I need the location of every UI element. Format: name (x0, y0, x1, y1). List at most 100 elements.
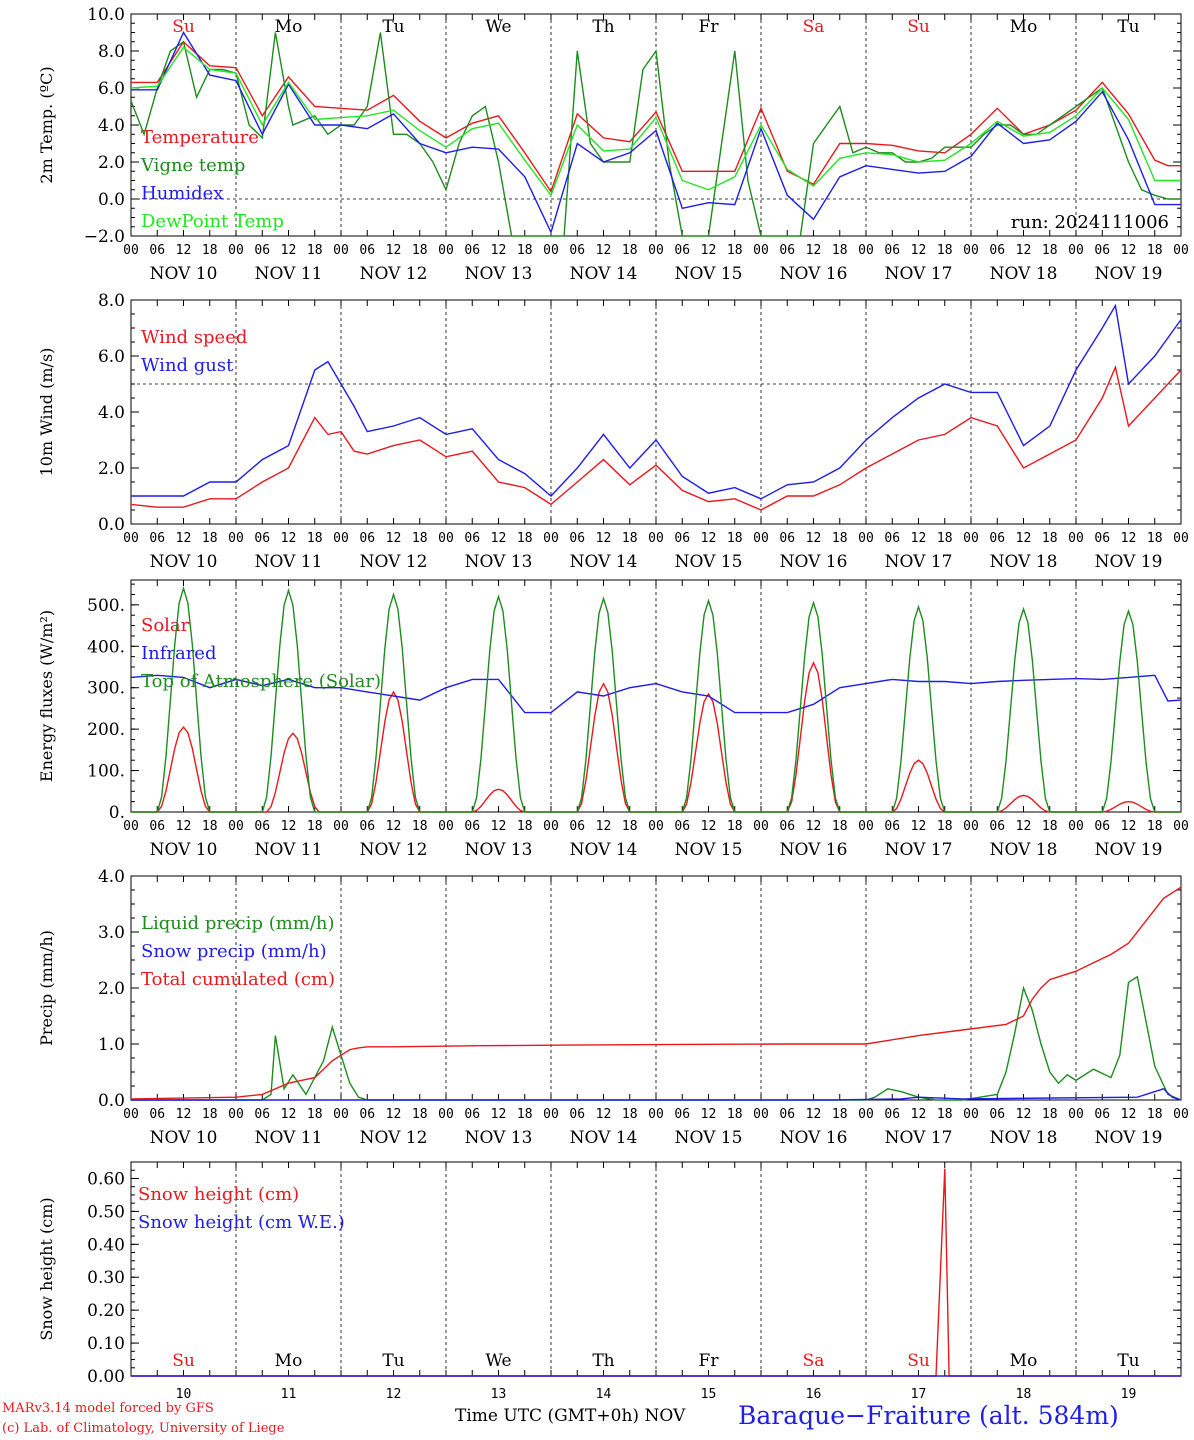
weekday-label-bottom: Tu (1117, 1351, 1139, 1371)
hour-tick-label: 00 (228, 243, 244, 258)
hour-tick-label: 06 (569, 243, 585, 258)
date-label: NOV 19 (1095, 1128, 1163, 1148)
y-tick-label: 300. (87, 679, 125, 699)
hour-tick-label: 00 (1068, 1107, 1084, 1122)
hour-tick-label: 06 (359, 1107, 375, 1122)
hour-tick-label: 18 (517, 531, 533, 546)
date-label: NOV 19 (1095, 264, 1163, 284)
y-tick-label: 0. (109, 803, 125, 823)
hour-tick-label: 00 (228, 531, 244, 546)
hour-tick-label: 00 (543, 243, 559, 258)
hour-tick-label: 12 (911, 1107, 927, 1122)
hour-tick-label: 06 (569, 819, 585, 834)
hour-tick-label: 00 (1068, 531, 1084, 546)
hour-tick-label: 12 (176, 819, 192, 834)
hour-tick-label: 18 (412, 819, 428, 834)
hour-tick-label: 00 (1173, 531, 1189, 546)
legend-entry: Vigne temp (140, 155, 245, 176)
y-axis-label: Energy fluxes (W/m²) (37, 610, 56, 782)
plot-frame-2 (130, 299, 1182, 525)
hour-tick-label: 00 (648, 819, 664, 834)
weekday-label-top: Su (907, 17, 930, 37)
y-tick-label: 0.30 (87, 1268, 125, 1288)
hour-tick-label: 12 (701, 1107, 717, 1122)
weekday-label-bottom: Su (907, 1351, 930, 1371)
hour-tick-label: 18 (1147, 243, 1163, 258)
hour-tick-label: 12 (281, 243, 297, 258)
y-tick-label: 2.0 (98, 979, 125, 999)
hour-tick-label: 06 (254, 243, 270, 258)
series-line-liquid-precip-mm-h (131, 975, 1181, 1101)
hour-tick-label: 06 (779, 531, 795, 546)
y-tick-label: 6.0 (98, 347, 125, 367)
weekday-label-top: Su (172, 17, 195, 37)
y-tick-label: 8.0 (98, 291, 125, 311)
day-number-label: 11 (281, 1387, 297, 1402)
date-label: NOV 14 (570, 552, 638, 572)
weekday-label-bottom: Mo (275, 1351, 303, 1371)
date-label: NOV 16 (780, 552, 848, 572)
day-number-label: 16 (806, 1387, 822, 1402)
hour-tick-label: 06 (884, 819, 900, 834)
hour-tick-label: 06 (569, 531, 585, 546)
hour-tick-label: 06 (674, 1107, 690, 1122)
hour-tick-label: 18 (202, 819, 218, 834)
hour-tick-label: 00 (438, 531, 454, 546)
model-credit: MARv3.14 model forced by GFS (c) Lab. of… (2, 1399, 284, 1439)
hour-tick-label: 18 (727, 1107, 743, 1122)
hour-tick-label: 00 (1068, 819, 1084, 834)
y-tick-label: 0.0 (98, 1091, 125, 1111)
weekday-label-top: Sa (803, 17, 825, 37)
hour-tick-label: 06 (884, 243, 900, 258)
y-tick-label: 0.0 (98, 515, 125, 535)
hour-tick-label: 06 (989, 531, 1005, 546)
weekday-label-top: Fr (699, 17, 720, 37)
hour-tick-label: 18 (1147, 819, 1163, 834)
hour-tick-label: 18 (517, 819, 533, 834)
hour-tick-label: 00 (963, 243, 979, 258)
hour-tick-label: 06 (884, 1107, 900, 1122)
hour-tick-label: 12 (386, 819, 402, 834)
legend-entry: Wind speed (141, 327, 247, 348)
y-tick-label: 0.00 (87, 1367, 125, 1387)
hour-tick-label: 00 (1068, 243, 1084, 258)
hour-tick-label: 00 (753, 243, 769, 258)
series-line-infrared (131, 674, 1181, 714)
y-tick-label: 0.0 (98, 190, 125, 210)
legend-entry: Infrared (141, 643, 216, 664)
y-tick-label: 100. (87, 762, 125, 782)
series-line-dewpoint-temp (131, 46, 1181, 197)
hour-tick-label: 00 (438, 1107, 454, 1122)
day-number-label: 15 (701, 1387, 717, 1402)
y-tick-label: 8.0 (98, 42, 125, 62)
hour-tick-label: 06 (989, 243, 1005, 258)
y-tick-label: 400. (87, 637, 125, 657)
hour-tick-label: 12 (386, 243, 402, 258)
hour-tick-label: 18 (727, 243, 743, 258)
legend-entry: Snow precip (mm/h) (141, 941, 327, 962)
date-label: NOV 11 (255, 552, 323, 572)
hour-tick-label: 18 (307, 819, 323, 834)
hour-tick-label: 18 (412, 243, 428, 258)
day-number-label: 19 (1121, 1387, 1137, 1402)
hour-tick-label: 06 (464, 531, 480, 546)
hour-tick-label: 00 (123, 819, 139, 834)
legend-entry: Total cumulated (cm) (141, 969, 335, 990)
hour-tick-label: 06 (989, 819, 1005, 834)
hour-tick-label: 00 (963, 1107, 979, 1122)
hour-tick-label: 00 (648, 243, 664, 258)
hour-tick-label: 00 (543, 1107, 559, 1122)
hour-tick-label: 06 (674, 819, 690, 834)
day-number-label: 17 (911, 1387, 927, 1402)
hour-tick-label: 06 (1094, 243, 1110, 258)
hour-tick-label: 00 (648, 531, 664, 546)
y-tick-label: 4.0 (98, 867, 125, 887)
weekday-label-top: Mo (275, 17, 303, 37)
series-line-total-cumulated-cm (131, 886, 1181, 1100)
date-label: NOV 16 (780, 1128, 848, 1148)
hour-tick-label: 12 (911, 531, 927, 546)
hour-tick-label: 06 (359, 819, 375, 834)
time-axis-label: Time UTC (GMT+0h) NOV (455, 1406, 685, 1426)
hour-tick-label: 18 (937, 819, 953, 834)
hour-tick-label: 12 (281, 531, 297, 546)
